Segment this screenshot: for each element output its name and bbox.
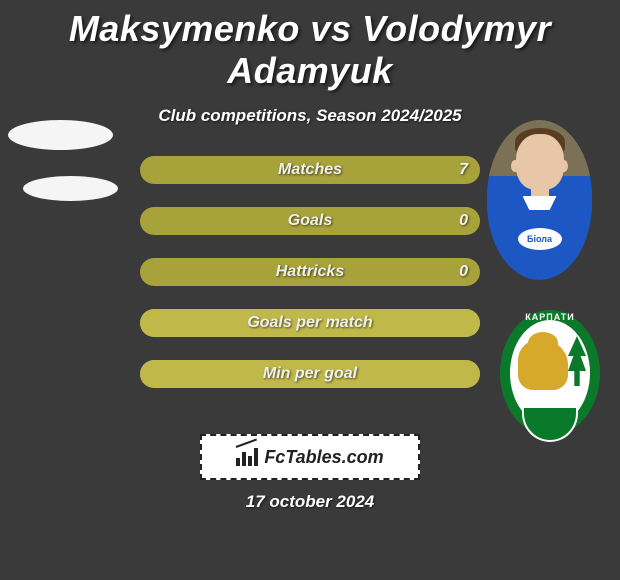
placeholder-shape — [8, 120, 113, 150]
stat-label: Goals per match — [247, 314, 372, 332]
logo-shield — [522, 406, 578, 442]
date-label: 17 october 2024 — [0, 492, 620, 512]
stat-value-right: 0 — [459, 263, 468, 281]
stat-value-right: 7 — [459, 161, 468, 179]
stat-row: Min per goal — [140, 360, 480, 388]
club-logo: КАРПАТИ — [500, 310, 600, 436]
avatar-head — [516, 134, 564, 190]
stat-row: Goals 0 — [140, 207, 480, 235]
avatar-collar — [523, 196, 557, 210]
player-left-placeholder — [8, 120, 118, 201]
page-title: Maksymenko vs Volodymyr Adamyuk — [0, 0, 620, 92]
brand-text: FcTables.com — [264, 447, 383, 468]
stat-row: Goals per match — [140, 309, 480, 337]
stat-row: Matches 7 — [140, 156, 480, 184]
avatar-ear — [511, 160, 519, 172]
player-right-photo: Біола — [487, 120, 592, 280]
stat-value-right: 0 — [459, 212, 468, 230]
stat-label: Goals — [288, 212, 332, 230]
stat-label: Min per goal — [263, 365, 357, 383]
placeholder-shape — [23, 176, 118, 201]
logo-ring-text: КАРПАТИ — [500, 312, 600, 322]
stat-label: Matches — [278, 161, 342, 179]
stat-label: Hattricks — [276, 263, 344, 281]
logo-lion-icon — [518, 340, 568, 390]
stat-row: Hattricks 0 — [140, 258, 480, 286]
brand-watermark: FcTables.com — [200, 434, 420, 480]
jersey-sponsor: Біола — [518, 228, 562, 250]
chart-icon — [236, 448, 258, 466]
avatar-ear — [560, 160, 568, 172]
